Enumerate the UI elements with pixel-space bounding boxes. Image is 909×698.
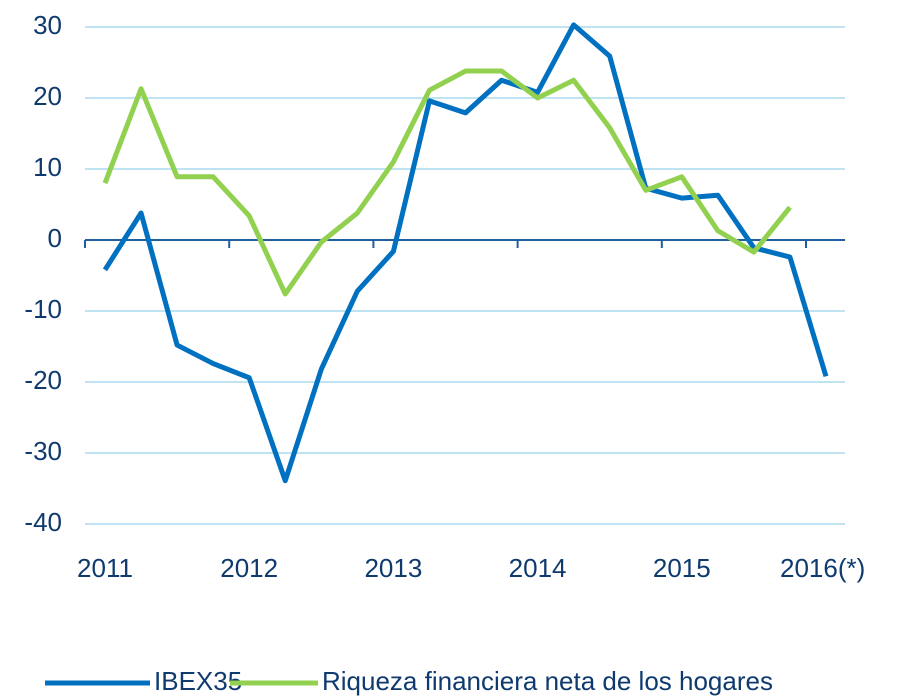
x-tick-label: 2016(*)	[780, 553, 865, 583]
x-tick-label: 2013	[364, 553, 422, 583]
legend-label: IBEX35	[154, 666, 242, 696]
x-tick-label: 2014	[509, 553, 567, 583]
y-tick-label: 10	[33, 152, 62, 182]
legend-label: Riqueza financiera neta de los hogares	[322, 666, 773, 696]
y-tick-label: -30	[24, 436, 62, 466]
y-tick-label: -20	[24, 365, 62, 395]
y-tick-label: 30	[33, 10, 62, 40]
series-line	[102, 22, 829, 484]
x-tick-label: 2015	[653, 553, 711, 583]
series-line	[102, 68, 792, 297]
x-tick-label: 2012	[220, 553, 278, 583]
y-tick-label: 20	[33, 81, 62, 111]
x-tick-label: 2011	[77, 553, 133, 583]
y-tick-label: -10	[24, 294, 62, 324]
y-tick-label: 0	[48, 223, 62, 253]
y-tick-label: -40	[24, 507, 62, 537]
